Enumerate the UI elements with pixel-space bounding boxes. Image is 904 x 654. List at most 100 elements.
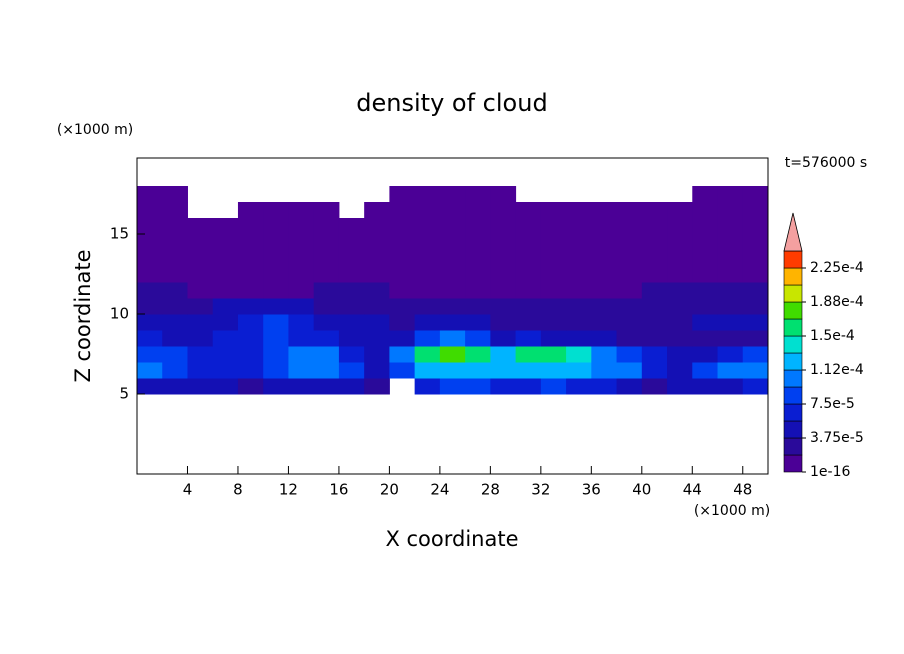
- contour-cell: [667, 298, 693, 315]
- colorbar-label: 3.75e-5: [810, 430, 864, 446]
- contour-cell: [338, 298, 365, 315]
- colorbar-band: [783, 318, 803, 337]
- contour-cell: [566, 218, 592, 235]
- contour-cell: [439, 234, 466, 251]
- contour-cell: [364, 298, 390, 315]
- contour-cell: [616, 218, 643, 235]
- contour-cell: [692, 314, 719, 331]
- contour-cell: [162, 250, 188, 267]
- contour-cell: [162, 314, 188, 331]
- contour-cell: [692, 378, 719, 395]
- contour-cell: [515, 314, 542, 331]
- contour-cell: [288, 218, 315, 235]
- contour-cell: [137, 250, 163, 267]
- contour-cell: [389, 186, 416, 203]
- contour-cell: [490, 250, 517, 267]
- contour-cell: [263, 250, 289, 267]
- contour-cell: [667, 282, 693, 299]
- contour-cell: [717, 314, 744, 331]
- contour-cell: [742, 250, 769, 267]
- contour-cell: [162, 362, 188, 379]
- contour-cell: [490, 362, 517, 379]
- contour-cell: [490, 346, 517, 363]
- contour-cell: [692, 298, 719, 315]
- colorbar-label: 1.12e-4: [810, 362, 864, 378]
- contour-cell: [616, 362, 643, 379]
- contour-cell: [212, 218, 239, 235]
- colorbar-band: [783, 369, 803, 388]
- colorbar-band: [783, 403, 803, 422]
- contour-cell: [137, 202, 163, 219]
- colorbar-band: [783, 386, 803, 405]
- contour-cell: [667, 330, 693, 347]
- contour-cell: [237, 346, 264, 363]
- contour-cell: [237, 218, 264, 235]
- contour-cell: [187, 298, 214, 315]
- contour-cell: [667, 314, 693, 331]
- contour-cell: [212, 298, 239, 315]
- contour-cell: [641, 234, 668, 251]
- contour-cell: [237, 202, 264, 219]
- contour-cell: [742, 282, 769, 299]
- contour-cell: [389, 282, 416, 299]
- contour-cell: [414, 202, 441, 219]
- contour-cell: [692, 346, 719, 363]
- contour-cell: [465, 362, 491, 379]
- contour-cell: [162, 298, 188, 315]
- contour-cell: [667, 346, 693, 363]
- contour-cell: [566, 298, 592, 315]
- contour-cell: [515, 202, 542, 219]
- contour-cell: [263, 346, 289, 363]
- contour-cell: [364, 282, 390, 299]
- contour-cell: [641, 298, 668, 315]
- contour-cell: [439, 282, 466, 299]
- contour-cell: [389, 202, 416, 219]
- contour-cell: [313, 362, 340, 379]
- time-label: t=576000 s: [785, 155, 867, 171]
- colorbar-label: 1.88e-4: [810, 294, 864, 310]
- y-unit: (×1000 m): [57, 122, 133, 138]
- contour-cell: [515, 250, 542, 267]
- contour-cell: [717, 234, 744, 251]
- contour-cell: [591, 362, 618, 379]
- contour-cell: [566, 202, 592, 219]
- contour-cell: [717, 282, 744, 299]
- contour-cell: [364, 378, 390, 395]
- contour-cell: [237, 362, 264, 379]
- colorbar-band: [783, 335, 803, 354]
- contour-cell: [162, 202, 188, 219]
- contour-cell: [490, 378, 517, 395]
- contour-cell: [162, 266, 188, 283]
- contour-cell: [591, 266, 618, 283]
- contour-cell: [137, 346, 163, 363]
- contour-cell: [465, 266, 491, 283]
- contour-cell: [692, 202, 719, 219]
- x-tick-label: 16: [329, 481, 348, 499]
- contour-cell: [288, 266, 315, 283]
- contour-cell: [566, 330, 592, 347]
- contour-cell: [667, 218, 693, 235]
- contour-cell: [212, 266, 239, 283]
- y-tick-label: 10: [110, 305, 129, 323]
- contour-cell: [288, 234, 315, 251]
- contour-cell: [717, 266, 744, 283]
- contour-cell: [540, 346, 567, 363]
- contour-cell: [137, 186, 163, 203]
- contour-cell: [263, 362, 289, 379]
- contour-cell: [540, 378, 567, 395]
- contour-cell: [742, 378, 769, 395]
- contour-cell: [288, 330, 315, 347]
- contour-cell: [137, 234, 163, 251]
- contour-cell: [641, 346, 668, 363]
- contour-cell: [187, 234, 214, 251]
- contour-cell: [717, 218, 744, 235]
- y-axis-label: Z coordinate: [71, 249, 95, 382]
- colorbar-band: [783, 284, 803, 303]
- contour-cell: [187, 346, 214, 363]
- contour-cell: [439, 266, 466, 283]
- contour-cell: [364, 250, 390, 267]
- contour-cell: [717, 330, 744, 347]
- contour-cell: [313, 282, 340, 299]
- colorbar-extend: [783, 212, 803, 252]
- contour-cell: [465, 234, 491, 251]
